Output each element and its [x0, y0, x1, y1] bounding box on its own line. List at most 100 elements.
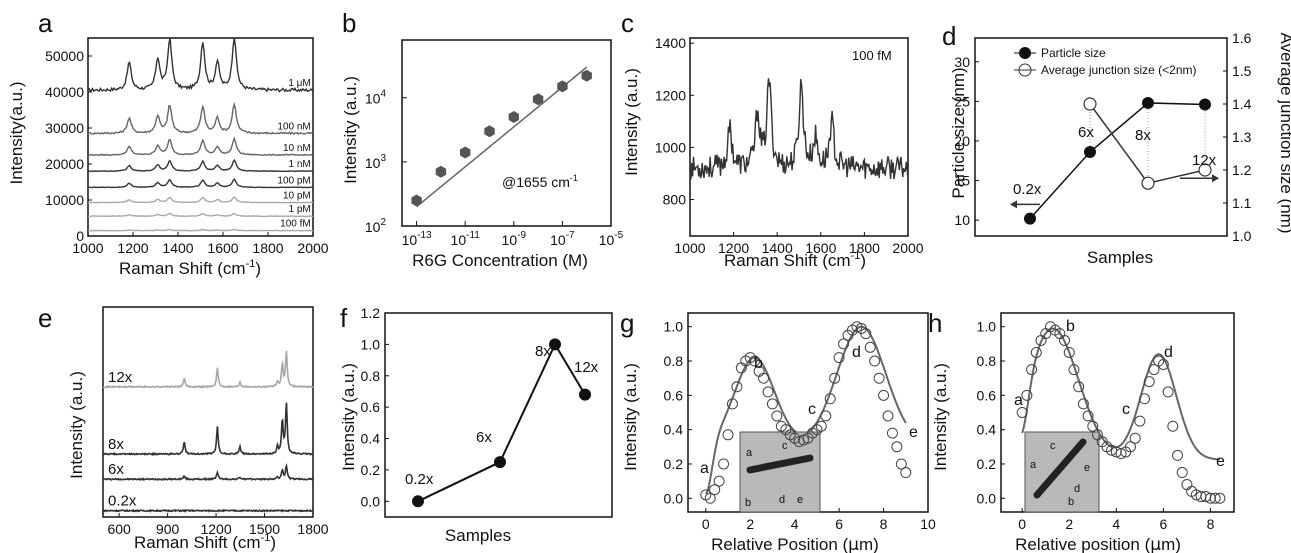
h-data-point: [1030, 346, 1042, 358]
a-xtick-label: 1600: [207, 240, 238, 256]
h-data-point: [1026, 364, 1038, 376]
b-fit-line: [416, 66, 588, 208]
b-xtick-label: 10-7: [550, 230, 575, 248]
g-data-point: [766, 398, 778, 410]
d-particle-point: [1199, 98, 1211, 111]
panel-letter-g: g: [620, 308, 634, 338]
a-ytick-label: 50000: [45, 48, 84, 64]
d-junction-point: [1198, 163, 1212, 177]
g-ytick-label: 0.6: [664, 387, 684, 403]
panel-b-plot: 10-13 10-11 10-9 10-7 10-5 102 103 104: [365, 39, 624, 248]
g-inset-label: c: [782, 440, 788, 452]
g-ytick-label: 0.0: [664, 490, 684, 506]
e-series-line: [102, 462, 314, 482]
g-xtick-label: 8: [880, 516, 888, 532]
g-ytick-label: 0.4: [664, 422, 684, 438]
d-ytick-label: 30: [954, 54, 970, 70]
d-right-arrowhead: [1212, 174, 1219, 183]
g-peak-label: b: [754, 355, 763, 372]
a-series-label: 10 nM: [283, 143, 311, 154]
h-inset-label: e: [1084, 462, 1090, 474]
g-data-point: [798, 434, 810, 446]
e-xtick-label: 900: [156, 521, 180, 537]
d-legend-label: Average junction size (<2nm): [1041, 63, 1197, 77]
e-xtick-label: 1200: [200, 521, 231, 537]
d-category-label: 0.2x: [1013, 181, 1042, 198]
g-data-point: [820, 410, 832, 422]
g-data-point: [860, 328, 872, 340]
panel-e-plot: 600 900 1200 1500 1800 12x 8x 6x 0.2x: [102, 306, 329, 537]
a-series-line: [87, 158, 313, 173]
f-ytick-label: 0.8: [361, 368, 381, 384]
e-series-label: 0.2x: [108, 493, 137, 510]
c-ytick-label: 1200: [655, 87, 686, 103]
h-data-point: [1087, 420, 1099, 432]
g-peak-label: e: [909, 424, 918, 441]
g-xtick-label: 2: [746, 516, 754, 532]
c-xtick-label: 2000: [892, 240, 923, 256]
g-data-point: [775, 420, 787, 432]
h-data-point: [1162, 386, 1174, 398]
d-ytick-label: 25: [954, 93, 970, 109]
b-ytick-label: 103: [365, 153, 387, 171]
h-inset-label: a: [1030, 459, 1037, 471]
b-data-point: [557, 80, 568, 93]
d-category-label: 8x: [1135, 127, 1151, 144]
h-data-point: [1157, 358, 1169, 370]
c-xtick-label: 1800: [849, 240, 880, 256]
d-left-arrowhead: [1010, 200, 1017, 209]
g-xtick-label: 10: [920, 516, 936, 532]
h-data-point: [1073, 381, 1085, 393]
d-junction-point: [1141, 176, 1155, 190]
g-data-point: [882, 410, 894, 422]
b-ylabel: Intensity (a.u.): [341, 76, 360, 184]
panel-f-plot: 0.0 0.2 0.4 0.6 0.8 1.0 1.2 0.2x 6x 8x 12x: [361, 305, 613, 518]
d-category-label: 6x: [1078, 124, 1094, 141]
g-data-point: [762, 386, 774, 398]
d-legend-label: Particle size: [1041, 46, 1106, 60]
f-data-point: [412, 495, 424, 508]
h-data-point: [1172, 449, 1184, 461]
h-data-point: [1115, 448, 1127, 460]
a-ytick-label: 0: [76, 228, 84, 244]
f-category-label: 12x: [574, 359, 599, 376]
a-series-line: [87, 102, 314, 136]
h-data-point: [1110, 446, 1122, 458]
g-inset-label: b: [745, 497, 751, 509]
d-ylabel-right: Average junction size (nm): [1277, 33, 1291, 234]
f-ytick-label: 0.0: [361, 493, 381, 509]
g-data-point: [829, 372, 841, 384]
e-series-line: [102, 402, 314, 456]
panel-letter-c: c: [621, 8, 634, 38]
h-inset-image: [1024, 431, 1100, 513]
g-data-point: [713, 475, 725, 487]
panel-letter-h: h: [928, 308, 942, 338]
a-xtick-label: 1000: [72, 240, 103, 256]
g-xtick-label: 6: [835, 516, 843, 532]
e-series-label: 12x: [108, 369, 133, 386]
a-xtick-label: 1200: [117, 240, 148, 256]
e-xtick-label: 1800: [297, 521, 328, 537]
d-particle-line: [1029, 102, 1206, 220]
panel-letter-a: a: [38, 8, 53, 38]
d-ytick-right-label: 1.1: [1232, 195, 1252, 211]
d-xlabel: Samples: [1087, 248, 1153, 267]
g-data-point: [891, 441, 903, 453]
g-data-point: [815, 420, 827, 432]
f-ytick-label: 1.0: [361, 336, 381, 352]
h-data-point: [1063, 346, 1075, 358]
panel-letter-b: b: [342, 8, 356, 38]
b-data-point: [484, 125, 495, 138]
a-series-label: 100 nM: [277, 121, 310, 132]
a-xtick-label: 2000: [297, 240, 328, 256]
b-xtick-label: 10-9: [502, 230, 527, 248]
b-ytick-label: 102: [365, 217, 387, 235]
h-data-point: [1181, 479, 1193, 491]
g-data-point: [771, 410, 783, 422]
a-series-label: 100 fM: [280, 219, 311, 230]
g-data-point: [731, 381, 743, 393]
c-ylabel: Intensity (a.u.): [622, 68, 641, 176]
g-xtick-label: 0: [702, 516, 710, 532]
h-data-point: [1129, 432, 1141, 444]
